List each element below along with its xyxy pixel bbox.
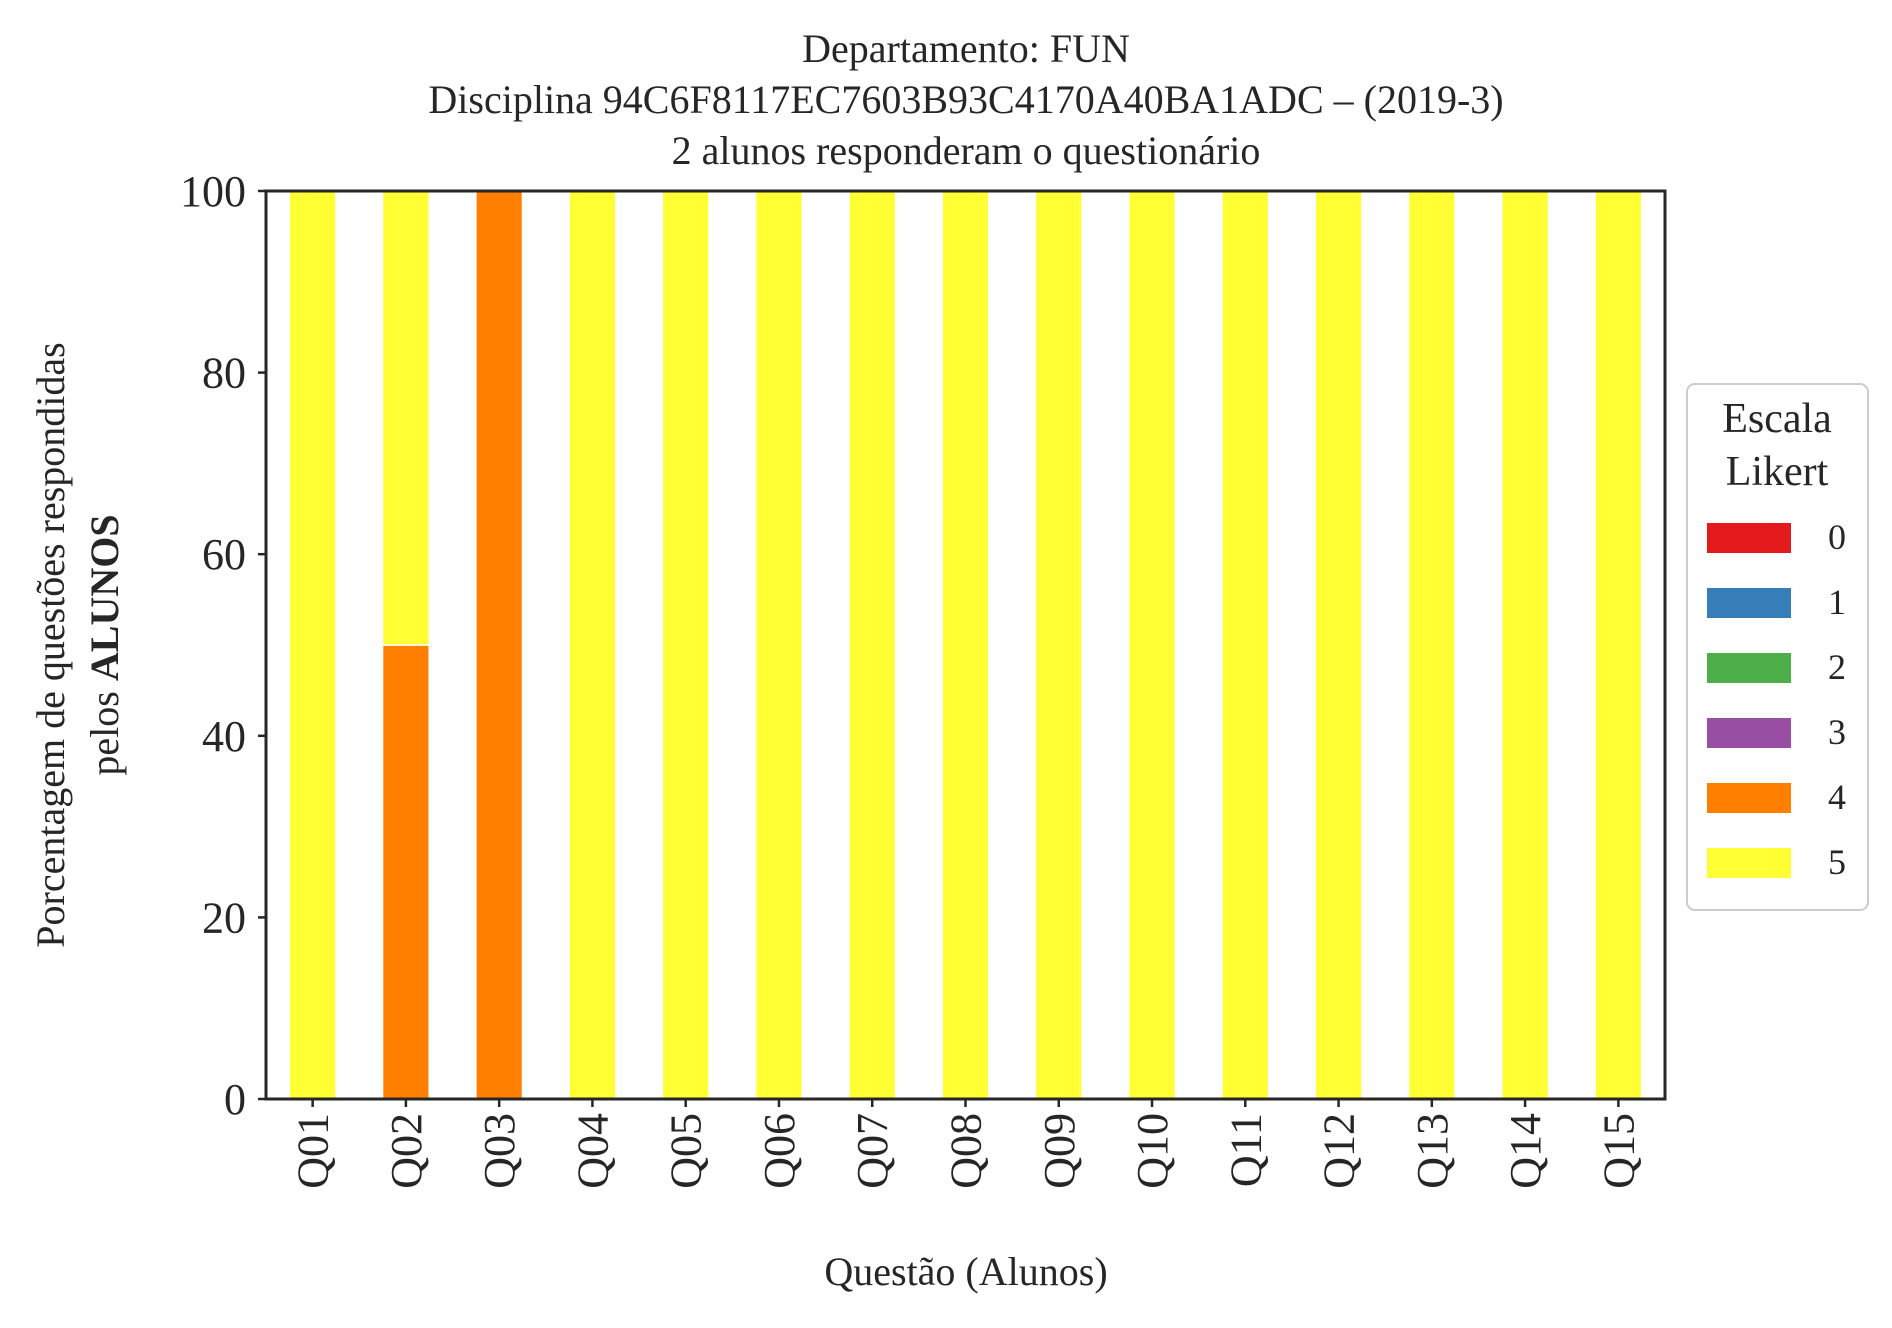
bar-q13-scale-5 (1407, 190, 1456, 1100)
x-tick-label: Q01 (289, 1113, 338, 1189)
legend-title-line-1: Escala (1722, 396, 1832, 442)
bar-q05-scale-5 (661, 190, 710, 1100)
y-axis-label-line-1: Porcentagem de questões respondidas (28, 342, 73, 947)
legend-swatch-0 (1707, 523, 1791, 553)
bar-q08-scale-5 (941, 190, 990, 1100)
bar-q12-scale-5 (1314, 190, 1363, 1100)
x-tick-label: Q10 (1128, 1113, 1177, 1189)
x-tick-label: Q08 (942, 1113, 991, 1189)
y-axis-label-bold: ALUNOS (82, 514, 127, 681)
legend-label-5: 5 (1828, 842, 1846, 882)
legend-title-line-2: Likert (1726, 449, 1829, 495)
x-tick-label: Q05 (662, 1113, 711, 1189)
x-tick-label: Q04 (568, 1113, 617, 1189)
x-tick-label: Q13 (1408, 1113, 1457, 1189)
title-line-2: Disciplina 94C6F8117EC7603B93C4170A40BA1… (428, 77, 1503, 122)
bar-q07-scale-5 (848, 190, 897, 1100)
x-tick-label: Q03 (475, 1113, 524, 1189)
y-tick-label: 100 (180, 167, 246, 216)
y-tick-label: 0 (224, 1075, 246, 1124)
bar-q03-scale-4 (475, 190, 524, 1100)
x-axis-ticks: Q01 Q02 Q03 Q04 Q05 Q06 Q07 Q08 Q09 Q10 Q11 Q12 Q13 Q… (289, 1099, 1643, 1189)
legend-label-0: 0 (1828, 517, 1846, 557)
bar-q15-scale-5 (1594, 190, 1643, 1100)
bars-layer (288, 190, 1643, 1100)
bar-q02-scale-5 (381, 190, 430, 646)
legend-label-2: 2 (1828, 647, 1846, 687)
title-line-3: 2 alunos responderam o questionário (672, 128, 1261, 173)
legend-label-1: 1 (1828, 582, 1846, 622)
legend-label-4: 4 (1828, 777, 1846, 817)
bar-q04-scale-5 (568, 190, 617, 1100)
bar-q02-scale-4 (381, 644, 430, 1100)
legend-swatch-2 (1707, 653, 1791, 683)
y-tick-label: 40 (202, 712, 246, 761)
bar-q10-scale-5 (1127, 190, 1177, 1100)
bar-q14-scale-5 (1501, 190, 1550, 1100)
legend-swatch-1 (1707, 588, 1791, 618)
x-tick-label: Q15 (1594, 1113, 1643, 1189)
bar-q06-scale-5 (754, 190, 804, 1100)
x-tick-label: Q14 (1501, 1113, 1550, 1189)
bar-q09-scale-5 (1034, 190, 1083, 1100)
x-tick-label: Q11 (1221, 1113, 1270, 1187)
y-tick-label: 60 (202, 530, 246, 579)
legend-swatch-3 (1707, 718, 1791, 748)
y-axis-label-prefix: pelos (82, 691, 127, 775)
legend-swatch-5 (1707, 848, 1791, 878)
legend-swatch-4 (1707, 783, 1791, 813)
legend-frame (1686, 383, 1869, 911)
x-tick-label: Q06 (755, 1113, 804, 1189)
y-tick-label: 80 (202, 349, 246, 398)
y-axis-ticks: 0 20 40 60 80 100 (180, 167, 266, 1124)
x-tick-label: Q12 (1315, 1113, 1364, 1189)
x-axis-label: Questão (Alunos) (824, 1249, 1107, 1294)
legend-items: 0 1 2 3 4 5 (1707, 517, 1846, 882)
chart-title: Departamento: FUN Disciplina 94C6F8117EC… (428, 26, 1503, 173)
legend-label-3: 3 (1828, 712, 1846, 752)
legend: Escala Likert 0 1 2 3 4 5 (1686, 383, 1869, 911)
x-tick-label: Q07 (848, 1113, 897, 1189)
title-line-1: Departamento: FUN (802, 26, 1130, 71)
bar-q11-scale-5 (1221, 190, 1270, 1100)
x-tick-label: Q02 (382, 1113, 431, 1189)
y-tick-label: 20 (202, 893, 246, 942)
y-axis-label-line-2: pelos ALUNOS (82, 514, 127, 775)
bar-q01-scale-5 (288, 190, 337, 1100)
x-tick-label: Q09 (1035, 1113, 1084, 1189)
